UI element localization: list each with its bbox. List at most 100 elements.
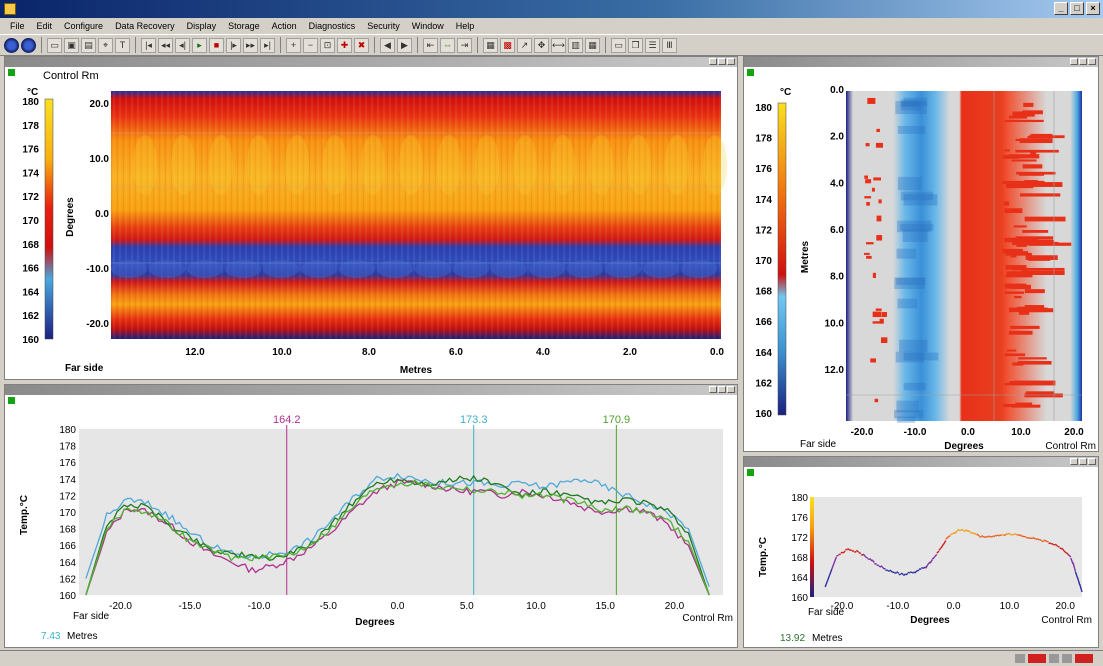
cold-spot <box>567 260 603 278</box>
menu-file[interactable]: File <box>10 21 25 31</box>
first-frame-icon[interactable]: |◂ <box>141 37 156 53</box>
profile-segment <box>1054 543 1058 547</box>
plot-area[interactable] <box>810 497 1082 597</box>
play-icon[interactable]: ▸ <box>192 37 207 53</box>
child-minimize-button[interactable] <box>709 58 717 65</box>
profile-segment <box>976 533 980 537</box>
plot-area[interactable] <box>79 429 723 595</box>
child-close-button[interactable] <box>727 58 735 65</box>
menu-action[interactable]: Action <box>271 21 297 31</box>
menu-configure[interactable]: Configure <box>64 21 104 31</box>
menu-storage[interactable]: Storage <box>228 21 260 31</box>
pan-icon[interactable]: ✥ <box>534 37 549 53</box>
heatmap-window-degrees-vs-metres[interactable]: Control Rm °C 180 178 176 174 172 170 168 166 16… <box>4 56 738 380</box>
connect-icon[interactable] <box>4 37 19 53</box>
cursor-add-icon[interactable]: ⇔ <box>440 37 455 53</box>
marker-remove-icon[interactable]: ✖ <box>354 37 369 53</box>
menu-window[interactable]: Window <box>411 21 444 31</box>
child-minimize-button[interactable] <box>1070 58 1078 65</box>
tick-label: 2.0 <box>623 347 637 358</box>
menu-security[interactable]: Security <box>367 21 400 31</box>
tile-horizontal-icon[interactable]: ☰ <box>645 37 660 53</box>
layout-icon[interactable]: ▥ <box>568 37 583 53</box>
tile-icon[interactable]: ▦ <box>585 37 600 53</box>
profile-segment <box>923 566 927 569</box>
child-close-button[interactable] <box>727 386 735 393</box>
profile-segment <box>967 530 971 533</box>
measure-icon[interactable]: ⟷ <box>551 37 566 53</box>
child-minimize-button[interactable] <box>709 386 717 393</box>
profile-segment <box>927 561 931 565</box>
minimize-button[interactable]: _ <box>1054 2 1068 15</box>
disconnect-icon[interactable] <box>21 37 36 53</box>
hot-speck <box>872 311 882 318</box>
step-forward-icon[interactable]: |▸ <box>226 37 241 53</box>
profile-segment <box>833 556 837 564</box>
profile-segment <box>1063 550 1067 554</box>
save-icon[interactable]: ▣ <box>64 37 79 53</box>
cursor-left-icon[interactable]: ⇤ <box>423 37 438 53</box>
arrow-right-icon[interactable]: ▶ <box>397 37 412 53</box>
menu-help[interactable]: Help <box>455 21 475 31</box>
hot-spot <box>209 135 233 195</box>
step-back-icon[interactable]: ◂| <box>175 37 190 53</box>
small-profile-window[interactable]: 160 164 168 172 176 180 -20.0 -10.0 0.0 10.0 20.0… <box>743 456 1099 648</box>
child-close-button[interactable] <box>1088 458 1096 465</box>
child-maximize-button[interactable] <box>718 58 726 65</box>
next-frame-icon[interactable]: ▸▸ <box>243 37 258 53</box>
profile-segment <box>1041 540 1045 543</box>
cursor-right-icon[interactable]: ⇥ <box>457 37 472 53</box>
maximize-button[interactable]: □ <box>1070 2 1084 15</box>
marker-add-icon[interactable]: ✚ <box>337 37 352 53</box>
arrow-left-icon[interactable]: ◀ <box>380 37 395 53</box>
profile-segment <box>1068 554 1072 558</box>
open-icon[interactable]: ▭ <box>47 37 62 53</box>
cascade-icon[interactable]: ❐ <box>628 37 643 53</box>
zoom-in-icon[interactable]: + <box>286 37 301 53</box>
hot-streak <box>1010 325 1040 329</box>
scale-icon[interactable]: ⌖ <box>98 37 113 53</box>
hot-speck <box>866 255 872 259</box>
close-button[interactable]: × <box>1086 2 1100 15</box>
child-close-button[interactable] <box>1088 58 1096 65</box>
stop-icon[interactable]: ■ <box>209 37 224 53</box>
heatmap-window-metres-vs-degrees[interactable]: °C 180 178 176 174 172 170 168 166 164 162 160 Met… <box>743 56 1099 452</box>
text-icon[interactable]: T <box>115 37 130 53</box>
hot-streak <box>1008 115 1028 119</box>
tick-label: 178 <box>22 121 39 132</box>
print-icon[interactable]: ▤ <box>81 37 96 53</box>
profile-segment <box>938 547 942 551</box>
child-maximize-button[interactable] <box>718 386 726 393</box>
status-indicator <box>747 69 754 76</box>
menu-edit[interactable]: Edit <box>36 21 53 31</box>
last-frame-icon[interactable]: ▸| <box>260 37 275 53</box>
status-indicators <box>1015 654 1093 663</box>
child-minimize-button[interactable] <box>1070 458 1078 465</box>
x-axis-ticks: -20.0 -10.0 0.0 10.0 20.0 <box>851 427 1085 438</box>
window-list-icon[interactable]: ▭ <box>611 37 626 53</box>
profile-segment <box>826 574 831 582</box>
profile-segment <box>842 550 846 554</box>
alarm-icon[interactable]: ▩ <box>500 37 515 53</box>
menu-data-recovery[interactable]: Data Recovery <box>115 21 175 31</box>
menu-display[interactable]: Display <box>186 21 217 31</box>
child-maximize-button[interactable] <box>1079 58 1087 65</box>
pointer-icon[interactable]: ↗ <box>517 37 532 53</box>
hot-spot <box>171 135 195 195</box>
zoom-out-icon[interactable]: − <box>303 37 318 53</box>
hot-streak <box>1024 289 1045 294</box>
hot-speck <box>871 187 875 192</box>
zoom-fit-icon[interactable]: ⊡ <box>320 37 335 53</box>
hot-spot <box>513 135 537 195</box>
child-maximize-button[interactable] <box>1079 458 1087 465</box>
tile-vertical-icon[interactable]: Ⅲ <box>662 37 677 53</box>
x-axis-ticks: -20.0 -10.0 0.0 10.0 20.0 <box>831 601 1076 612</box>
profile-segment <box>916 569 920 572</box>
hot-spot <box>589 135 613 195</box>
profile-window[interactable]: 164.2 173.3 170.9 160 162 164 166 168 170 172 174… <box>4 384 738 648</box>
grid-icon[interactable]: ▦ <box>483 37 498 53</box>
x-axis-label: Metres <box>400 365 433 376</box>
prev-frame-icon[interactable]: ◂◂ <box>158 37 173 53</box>
menu-diagnostics[interactable]: Diagnostics <box>308 21 356 31</box>
tick-label: 180 <box>59 425 76 436</box>
